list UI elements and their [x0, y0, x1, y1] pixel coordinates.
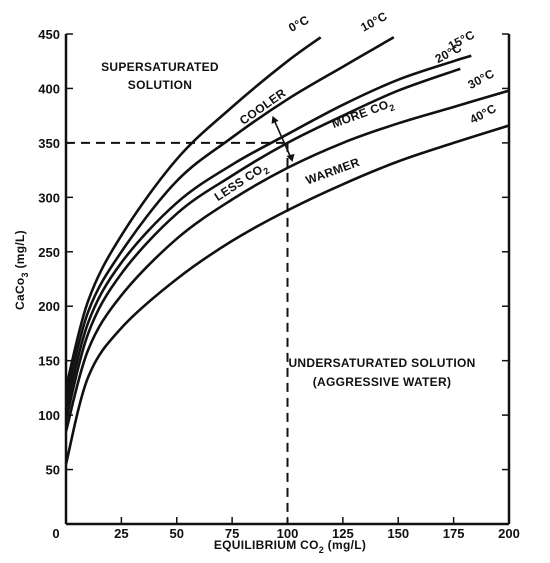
- series-label: 0°C: [286, 13, 311, 35]
- series-line-15c: [64, 54, 472, 411]
- series-label: 10°C: [358, 9, 389, 35]
- axes-group: 0 25 50 75 100 125 150 175 200 50 100 150 200 250 300 3…: [13, 27, 520, 555]
- warmer-label: WARMER: [304, 155, 362, 187]
- direction-arrow-head: [286, 153, 295, 162]
- y-tick-label: 350: [38, 136, 60, 151]
- x-tick-label: 200: [498, 526, 520, 541]
- series-label: 40°C: [467, 101, 498, 127]
- y-tick-label: 450: [38, 27, 60, 42]
- series-line-40c: [64, 124, 510, 465]
- series-line-10c: [64, 36, 395, 400]
- undersaturated-label: UNDERSATURATED SOLUTION: [288, 356, 475, 370]
- annotations-group: SUPERSATURATED SOLUTION UNDERSATURATED SOL…: [66, 60, 475, 524]
- x-axis-title: EQUILIBRIUM CO2 (mg/L): [214, 538, 366, 555]
- y-tick-label: 400: [38, 81, 60, 96]
- y-tick-label: 200: [38, 299, 60, 314]
- y-tick-label: 300: [38, 190, 60, 205]
- x-tick-label: 100: [277, 526, 299, 541]
- y-tick-label: 50: [46, 463, 60, 478]
- series-label: 30°C: [465, 66, 496, 92]
- x-tick-label: 175: [443, 526, 465, 541]
- y-tick-label: 100: [38, 408, 60, 423]
- supersaturated-label-line2: SOLUTION: [128, 78, 192, 92]
- x-tick-label: 25: [114, 526, 128, 541]
- direction-arrow-line: [273, 120, 292, 158]
- series-line-20c: [64, 67, 461, 421]
- x-tick-label: 150: [387, 526, 409, 541]
- supersaturated-label: SUPERSATURATED: [101, 60, 219, 74]
- x-tick-label: 125: [332, 526, 354, 541]
- series-line-0c: [64, 36, 322, 389]
- y-axis-title: CaCo3 (mg/L): [13, 230, 30, 310]
- direction-arrow-tail: [271, 115, 279, 124]
- x-tick-label: 0: [52, 526, 59, 541]
- x-tick-label: 50: [170, 526, 184, 541]
- series-line-30c: [64, 89, 510, 432]
- cooler-label: COOLER: [237, 86, 289, 128]
- undersaturated-label-line2: (AGGRESSIVE WATER): [313, 375, 452, 389]
- y-tick-label: 150: [38, 354, 60, 369]
- y-tick-label: 250: [38, 245, 60, 260]
- x-tick-label: 75: [225, 526, 239, 541]
